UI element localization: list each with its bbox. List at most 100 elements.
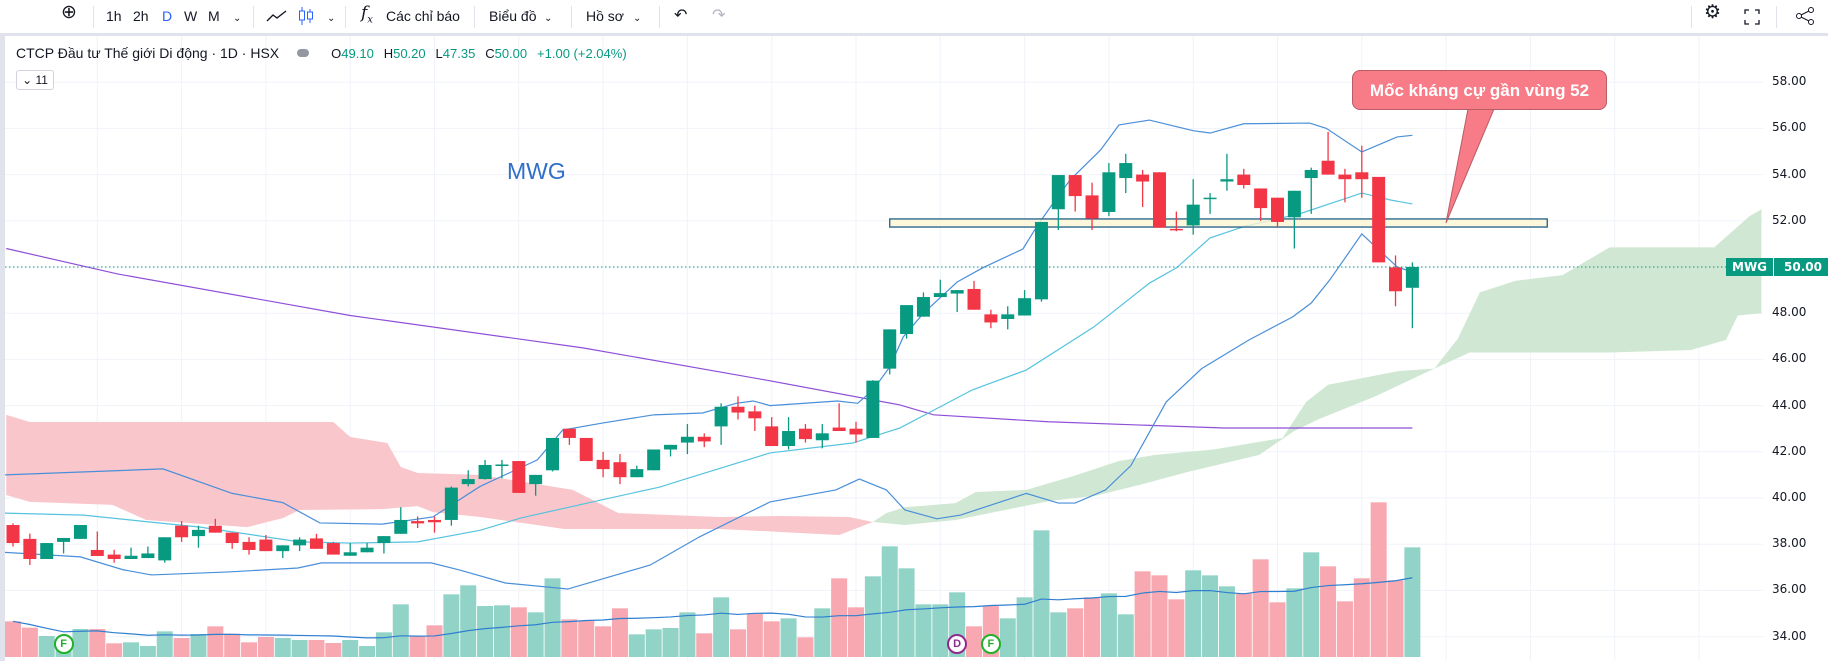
add-symbol-icon[interactable]: ⊕ xyxy=(61,2,77,23)
volume-bar xyxy=(831,578,848,657)
volume-bar xyxy=(932,604,949,657)
candle xyxy=(276,545,290,559)
financials-event-badge[interactable]: F xyxy=(980,634,1001,654)
candle-body xyxy=(1203,197,1217,200)
chart-type-chevron-down-icon[interactable]: ⌄ xyxy=(327,13,336,24)
candle xyxy=(562,428,576,445)
candlestick-icon[interactable] xyxy=(297,6,315,26)
volume-bar xyxy=(1404,547,1421,657)
candle-body xyxy=(1051,175,1065,210)
close-value: 50.00 xyxy=(494,46,528,61)
fx-icon[interactable]: fx xyxy=(361,3,373,26)
candle xyxy=(680,424,694,455)
line-chart-icon[interactable] xyxy=(266,9,288,23)
volume-bar xyxy=(595,626,612,657)
interval-1h[interactable]: 1h xyxy=(106,8,122,24)
candle-body xyxy=(883,329,897,369)
volume-bar xyxy=(274,638,291,657)
candle xyxy=(1254,188,1268,221)
candle xyxy=(360,543,374,553)
candle xyxy=(512,461,526,493)
chart-menu-chevron-down-icon[interactable]: ⌄ xyxy=(544,13,553,24)
volume-bar xyxy=(308,640,325,657)
change-value: +1.00 (+2.04%) xyxy=(537,46,627,61)
candle xyxy=(343,543,357,556)
candle xyxy=(208,518,222,533)
visibility-toggle-icon[interactable] xyxy=(297,49,310,57)
fullscreen-icon[interactable] xyxy=(1744,9,1760,25)
candle xyxy=(596,451,610,478)
candle-body xyxy=(512,461,526,493)
candle xyxy=(6,523,20,547)
volume-bar xyxy=(21,627,38,657)
interval-chevron-down-icon[interactable]: ⌄ xyxy=(233,13,242,24)
open-value: 49.10 xyxy=(341,46,374,61)
resistance-callout[interactable]: Mốc kháng cự gần vùng 52 xyxy=(1352,70,1607,110)
candle xyxy=(1136,169,1150,207)
candle xyxy=(647,449,661,471)
top-toolbar: ⊕ 1h 2h D W M ⌄ ⌄ fx Các chỉ báo Biểu đồ… xyxy=(0,0,1828,33)
candle-body xyxy=(731,406,745,413)
candle xyxy=(765,417,779,447)
low-key: L xyxy=(435,46,443,61)
candle xyxy=(1085,182,1099,231)
candle xyxy=(394,507,408,534)
candle-body xyxy=(1186,204,1200,226)
volume-bar xyxy=(1185,570,1202,657)
volume-bar xyxy=(1134,571,1151,657)
candle xyxy=(1186,179,1200,235)
candle-body xyxy=(900,305,914,334)
interval-d[interactable]: D xyxy=(162,8,173,24)
settings-gear-icon[interactable]: ⚙ xyxy=(1704,2,1722,23)
volume-bar xyxy=(207,626,224,657)
toolbar-divider xyxy=(1776,6,1777,28)
indicators-button[interactable]: Các chỉ báo xyxy=(386,8,460,24)
interval-w[interactable]: W xyxy=(184,8,198,24)
candle-body xyxy=(714,406,728,427)
share-icon[interactable] xyxy=(1795,7,1815,25)
candle xyxy=(798,424,812,443)
symbol-text-annotation[interactable]: MWG xyxy=(507,158,566,184)
candle-body xyxy=(225,532,239,544)
financials-event-badge[interactable]: F xyxy=(53,634,74,654)
candle xyxy=(1102,163,1116,217)
profile-chevron-down-icon[interactable]: ⌄ xyxy=(633,13,642,24)
volume-bar xyxy=(156,631,173,657)
volume-bar xyxy=(780,618,797,657)
candle xyxy=(191,525,205,548)
candle xyxy=(782,417,796,450)
toolbar-divider xyxy=(659,6,660,28)
candle xyxy=(444,486,458,526)
candle xyxy=(731,396,745,420)
candle xyxy=(1152,172,1166,228)
chart-menu-button[interactable]: Biểu đồ xyxy=(489,8,537,24)
interval-m[interactable]: M xyxy=(208,8,220,24)
candle-body xyxy=(1220,179,1234,182)
candle-body xyxy=(360,547,374,553)
dividend-event-badge[interactable]: D xyxy=(947,634,968,654)
candle-body xyxy=(546,437,560,471)
candle-body xyxy=(444,487,458,520)
volume-bar xyxy=(1168,599,1185,657)
symbol-title[interactable]: CTCP Đầu tư Thế giới Di động · 1D · HSX xyxy=(16,45,280,61)
candle-body xyxy=(326,543,340,555)
volume-bar xyxy=(1286,588,1303,657)
profile-menu-button[interactable]: Hồ sơ xyxy=(586,8,624,24)
candle-body xyxy=(158,537,172,561)
candle-body xyxy=(1085,195,1099,219)
volume-bar xyxy=(1252,559,1269,657)
redo-icon[interactable]: ↷ xyxy=(712,7,726,24)
undo-icon[interactable]: ↶ xyxy=(674,7,688,24)
indicators-collapse-button[interactable]: ⌄ 11 xyxy=(16,70,54,90)
volume-bar xyxy=(1336,601,1353,657)
candle xyxy=(630,465,644,478)
candle xyxy=(866,380,880,438)
volume-bar xyxy=(1202,575,1219,657)
price-axis-label: 54.00 xyxy=(1772,166,1807,181)
interval-2h[interactable]: 2h xyxy=(133,8,149,24)
candle-body xyxy=(377,536,391,544)
volume-bar xyxy=(1370,502,1387,657)
candle-body xyxy=(191,529,205,537)
candle xyxy=(1304,167,1318,214)
